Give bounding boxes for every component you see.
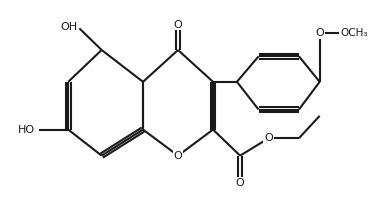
Text: O: O: [236, 178, 244, 188]
Text: HO: HO: [18, 125, 35, 135]
Text: O: O: [174, 20, 183, 30]
Text: O: O: [174, 151, 183, 161]
Text: OH: OH: [60, 22, 77, 32]
Text: O: O: [264, 133, 273, 143]
Text: O: O: [315, 28, 324, 38]
Text: OCH₃: OCH₃: [340, 28, 368, 38]
